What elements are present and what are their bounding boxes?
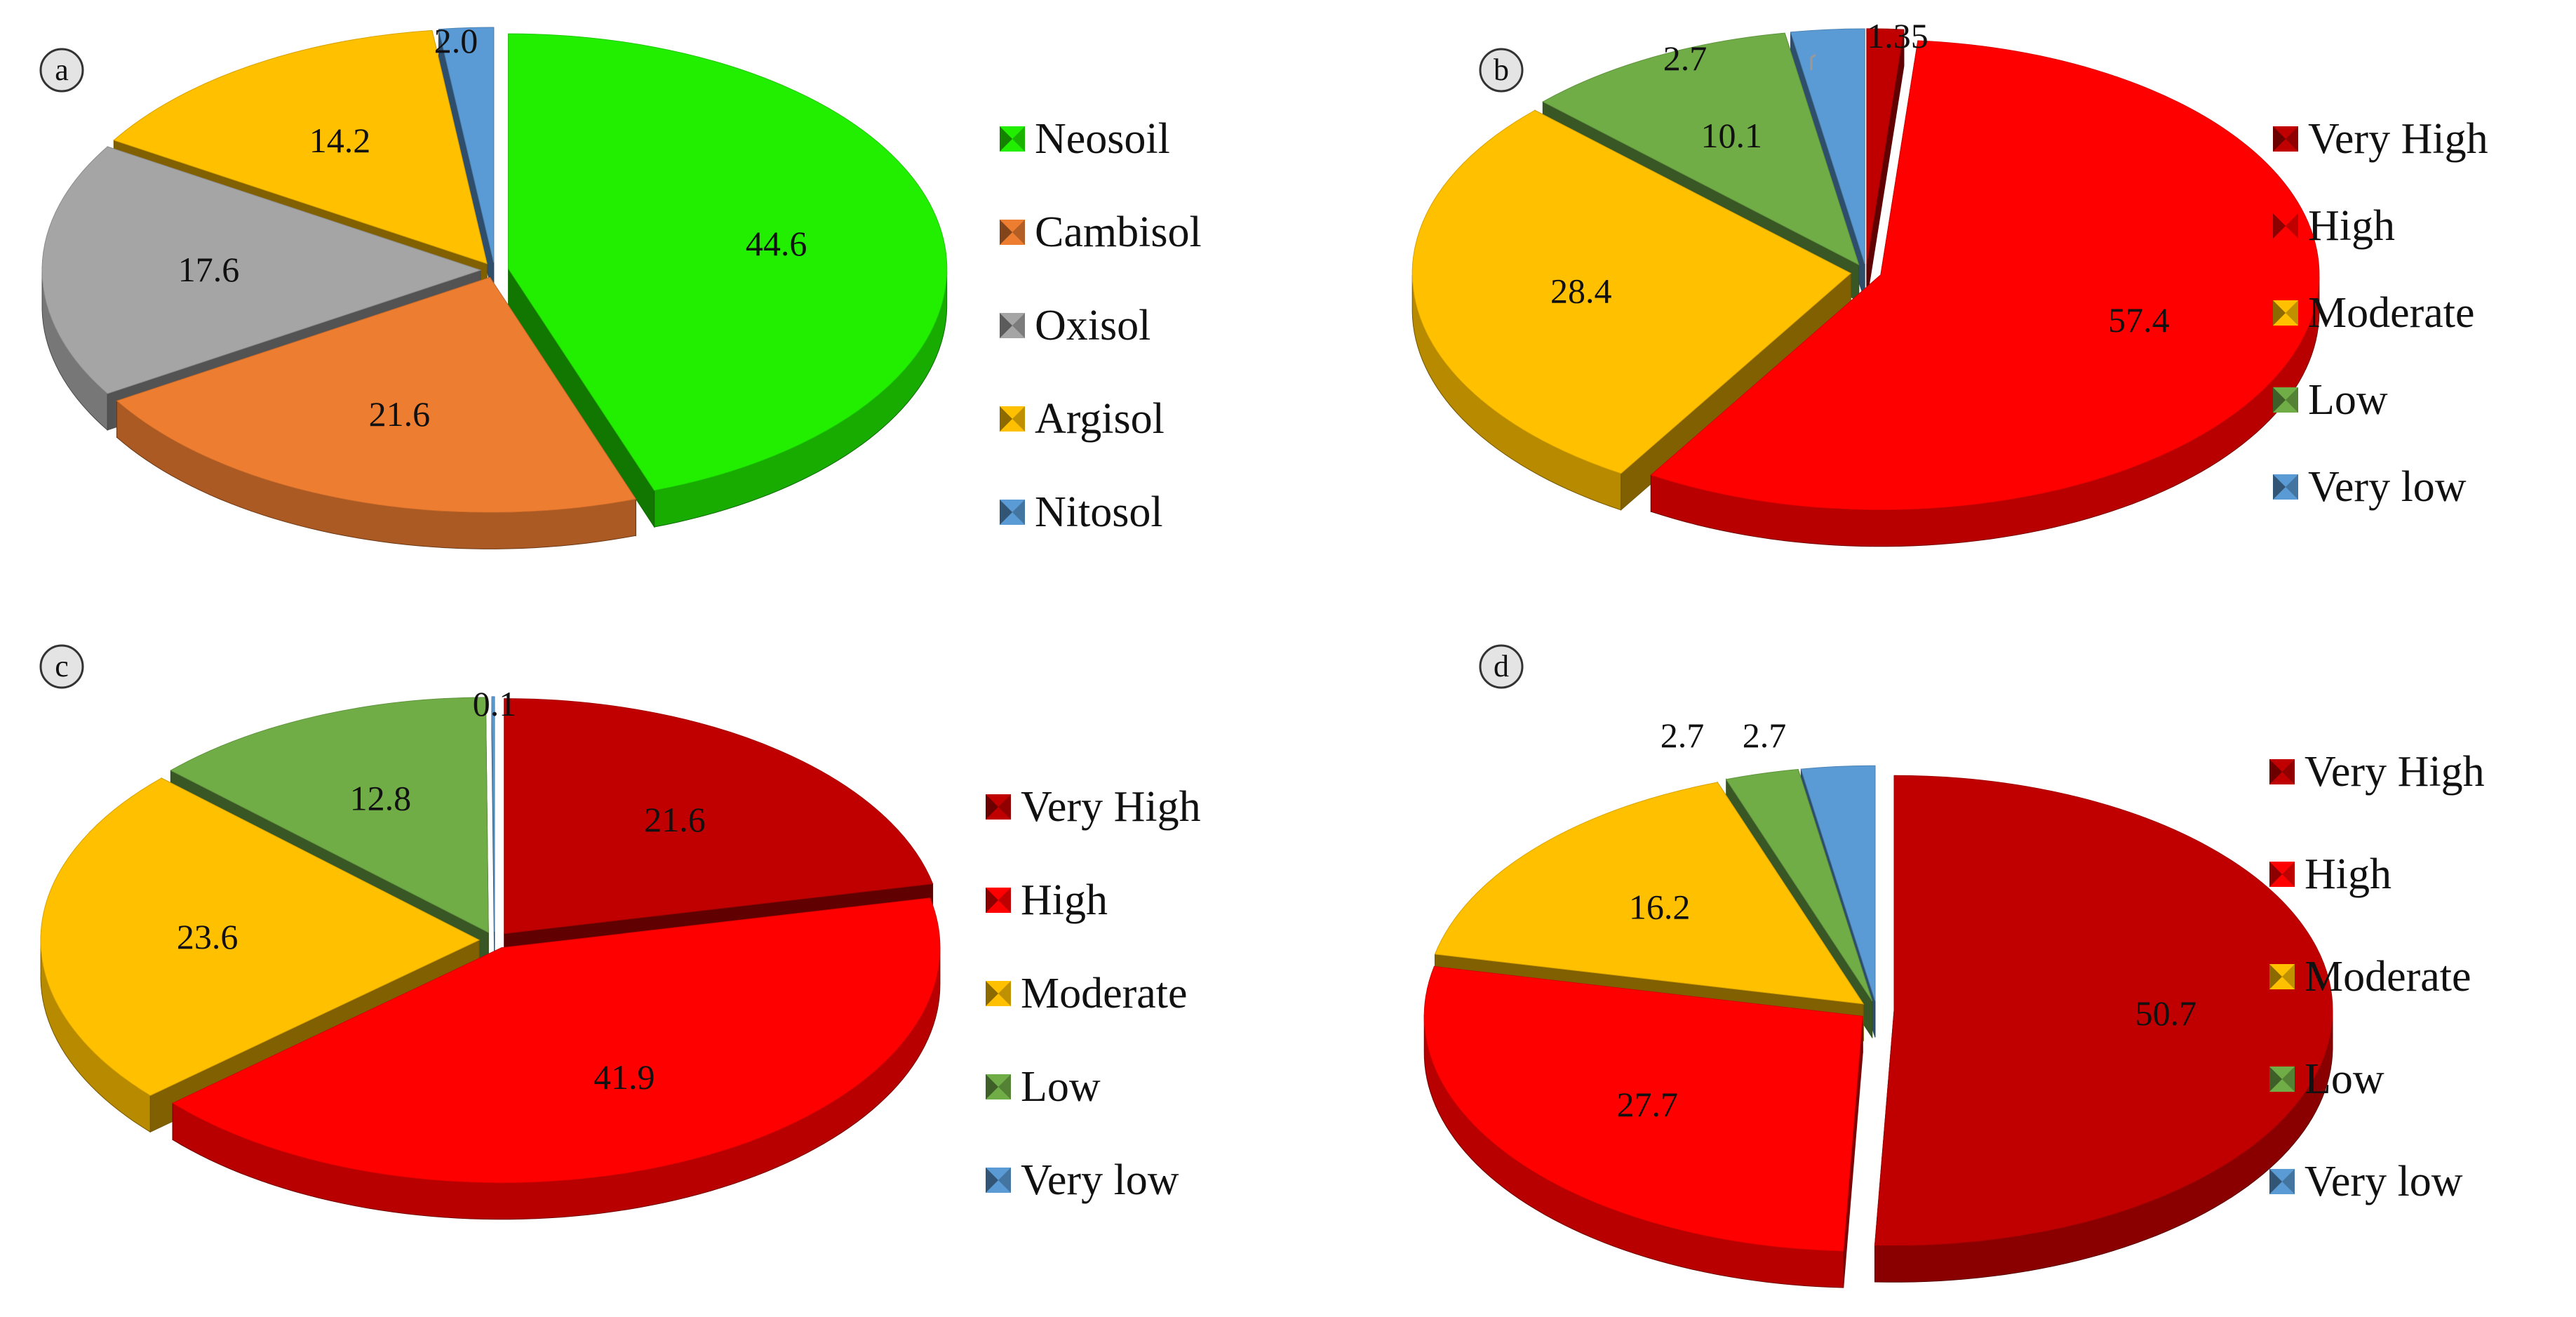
legend-swatch-c-0: [986, 794, 1011, 820]
data-label-a-2: 17.6: [178, 250, 240, 289]
legend-label-d-3: Low: [2305, 1055, 2384, 1103]
slice-d-very-low: [1800, 765, 1876, 1001]
legend-label-c-0: Very High: [1021, 783, 1201, 831]
legend-swatch-b-3: [2273, 387, 2298, 413]
legend-swatch-a-2: [1000, 313, 1025, 338]
legend-swatch-a-4: [1000, 500, 1025, 525]
data-label-d-3: 2.7: [1661, 716, 1705, 755]
data-label-b-2: 28.4: [1550, 272, 1612, 311]
svg-text:a: a: [55, 53, 69, 87]
data-label-c-4: 0.1: [473, 684, 517, 723]
slice-d-very-high: [1874, 775, 2333, 1246]
slice-a-cambisol: [116, 276, 637, 513]
legend-a: Neosoil Cambisol Oxisol Argisol Nitosol: [1000, 115, 1202, 536]
legend-swatch-d-0: [2269, 759, 2295, 784]
slice-d-low: [1725, 768, 1873, 1001]
legend-swatch-b-2: [2273, 300, 2298, 326]
svg-text:d: d: [1494, 649, 1509, 683]
panel-label-a: a: [39, 48, 84, 93]
legend-label-a-1: Cambisol: [1035, 208, 1202, 256]
pie-chart-b: 1.35 57.4 28.4 10.1 2.7 b Very High High Moderat…: [1411, 16, 2488, 547]
legend-swatch-b-1: [2273, 213, 2298, 239]
panel-label-c: c: [39, 644, 84, 689]
legend-swatch-a-1: [1000, 220, 1025, 245]
legend-label-d-1: High: [2305, 850, 2391, 898]
data-label-a-1: 21.6: [369, 394, 431, 434]
panel-label-d: d: [1479, 644, 1524, 689]
slice-a-oxisol: [41, 146, 482, 394]
legend-d: Very High High Moderate Low Very low: [2269, 748, 2485, 1205]
legend-swatch-b-4: [2273, 474, 2298, 500]
legend-swatch-d-4: [2269, 1169, 2295, 1194]
svg-text:b: b: [1494, 53, 1509, 87]
legend-b: Very High High Moderate Low Very low: [2273, 115, 2488, 511]
slice-c-very-low: [491, 696, 495, 932]
slice-a-nitosol: [438, 27, 495, 263]
slice-c-moderate: [40, 777, 481, 1096]
slice-b-very-low: [1790, 28, 1865, 265]
legend-label-c-3: Low: [1021, 1063, 1101, 1111]
data-label-d-0: 50.7: [2135, 994, 2197, 1033]
legend-swatch-a-3: [1000, 406, 1025, 432]
data-label-a-3: 14.2: [309, 121, 371, 160]
legend-c: Very High High Moderate Low Very low: [986, 783, 1201, 1204]
data-label-d-4: 2.7: [1743, 716, 1787, 755]
panel-label-b: b: [1479, 48, 1524, 93]
data-label-c-0: 21.6: [644, 800, 706, 839]
legend-label-a-0: Neosoil: [1035, 115, 1170, 163]
data-label-d-1: 27.7: [1617, 1085, 1679, 1124]
legend-swatch-c-2: [986, 981, 1011, 1006]
legend-label-b-2: Moderate: [2308, 289, 2475, 337]
pie-chart-a: 44.6 21.6 17.6 14.2 2.0 a Neosoil Cambisol Oxiso…: [39, 21, 1202, 549]
data-label-c-3: 12.8: [350, 778, 412, 817]
slice-d-high: [1423, 965, 1863, 1252]
slice-b-very-high: [1866, 28, 1905, 264]
data-label-b-0: 1.35: [1867, 16, 1928, 55]
data-label-c-2: 23.6: [177, 917, 239, 956]
slice-a-argisol: [113, 29, 488, 265]
legend-swatch-d-2: [2269, 964, 2295, 989]
pie-chart-c: 21.6 41.9 23.6 12.8 0.1 c Very High High Moderat…: [39, 644, 1201, 1220]
legend-label-c-4: Very low: [1021, 1156, 1179, 1204]
slice-d-moderate: [1434, 782, 1865, 1005]
legend-swatch-a-0: [1000, 126, 1025, 152]
leader-line-b-very-high: [1810, 53, 1816, 70]
slice-a-neosoil: [508, 33, 948, 491]
slice-c-high: [172, 897, 941, 1184]
data-label-b-4: 2.7: [1663, 39, 1708, 78]
legend-label-b-0: Very High: [2308, 115, 2488, 163]
slice-b-low: [1542, 32, 1860, 266]
legend-swatch-c-4: [986, 1168, 1011, 1193]
data-label-b-3: 10.1: [1701, 116, 1763, 155]
data-label-c-1: 41.9: [593, 1057, 655, 1097]
data-label-a-4: 2.0: [434, 21, 478, 60]
slice-c-very-high: [504, 698, 934, 935]
slice-c-low: [170, 697, 489, 933]
legend-label-b-4: Very low: [2308, 463, 2467, 511]
legend-label-a-4: Nitosol: [1035, 488, 1163, 536]
legend-label-d-4: Very low: [2305, 1158, 2463, 1205]
legend-swatch-b-0: [2273, 126, 2298, 152]
legend-label-a-3: Argisol: [1035, 395, 1165, 443]
legend-label-d-2: Moderate: [2305, 953, 2471, 1001]
legend-swatch-d-3: [2269, 1067, 2295, 1092]
legend-label-b-1: High: [2308, 202, 2395, 250]
slice-b-high: [1650, 40, 2320, 511]
data-label-a-0: 44.6: [746, 224, 807, 263]
legend-swatch-c-1: [986, 888, 1011, 913]
legend-label-b-3: Low: [2308, 376, 2388, 424]
legend-swatch-c-3: [986, 1074, 1011, 1099]
data-label-d-2: 16.2: [1629, 888, 1691, 927]
pie-chart-d: 50.7 27.7 16.2 2.7 2.7 d Very High High Moderate…: [1423, 644, 2485, 1288]
legend-label-c-2: Moderate: [1021, 970, 1188, 1017]
legend-label-a-2: Oxisol: [1035, 302, 1151, 349]
svg-text:c: c: [55, 649, 69, 683]
legend-swatch-d-1: [2269, 862, 2295, 887]
legend-label-d-0: Very High: [2305, 748, 2485, 796]
legend-label-c-1: High: [1021, 876, 1108, 924]
slice-b-moderate: [1411, 109, 1852, 474]
data-label-b-1: 57.4: [2108, 300, 2170, 340]
